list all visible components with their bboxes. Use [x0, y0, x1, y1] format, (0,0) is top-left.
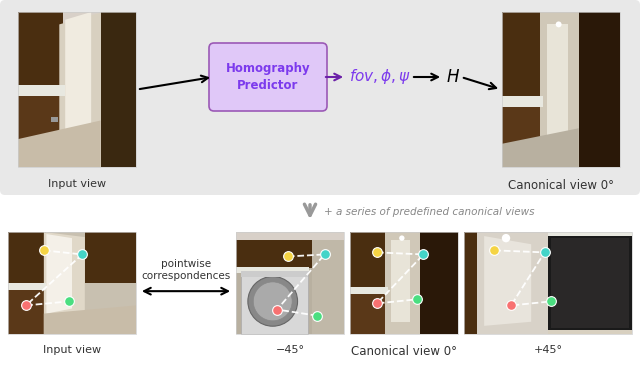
Bar [18, 12, 136, 167]
Polygon shape [60, 12, 103, 167]
Bar [464, 232, 632, 334]
Text: +45°: +45° [534, 345, 563, 355]
Text: −45°: −45° [275, 345, 305, 355]
Polygon shape [547, 24, 568, 148]
Polygon shape [44, 305, 136, 334]
Bar [350, 294, 388, 334]
Bar [464, 232, 632, 334]
Bar [236, 267, 310, 273]
Text: Input view: Input view [48, 179, 106, 189]
Bar [312, 232, 344, 334]
Bar [18, 12, 136, 31]
Polygon shape [18, 120, 100, 167]
FancyBboxPatch shape [209, 43, 327, 111]
Circle shape [248, 276, 298, 326]
Bar [350, 232, 458, 244]
Bar [502, 12, 543, 97]
Bar [236, 232, 344, 334]
Polygon shape [502, 128, 579, 167]
Bar [51, 117, 58, 122]
Bar [464, 232, 632, 242]
Bar [236, 232, 344, 334]
Bar [8, 232, 46, 334]
Bar [18, 85, 65, 96]
Circle shape [556, 21, 561, 27]
Bar [236, 232, 344, 240]
Text: $fov, \phi, \psi$: $fov, \phi, \psi$ [349, 67, 411, 86]
Bar [8, 283, 46, 290]
Polygon shape [391, 240, 410, 322]
Text: + a series of predefined canonical views: + a series of predefined canonical views [324, 207, 534, 217]
Bar [502, 12, 620, 167]
Bar [350, 232, 388, 288]
Bar [477, 232, 548, 334]
Bar [84, 232, 136, 283]
Polygon shape [46, 234, 72, 314]
Bar [18, 12, 136, 167]
Bar [502, 12, 620, 35]
Bar [8, 232, 136, 334]
Circle shape [502, 234, 510, 242]
Polygon shape [65, 12, 91, 159]
Bar [579, 12, 620, 167]
Bar [241, 271, 308, 334]
Bar [420, 232, 458, 334]
Text: $H$: $H$ [446, 68, 460, 86]
Polygon shape [484, 236, 531, 326]
Text: Homography
Predictor: Homography Predictor [226, 62, 310, 92]
Bar [236, 232, 344, 268]
Bar [502, 12, 620, 167]
Bar [350, 287, 388, 294]
Bar [548, 236, 632, 330]
Bar [100, 12, 136, 167]
Circle shape [399, 236, 404, 241]
Bar [18, 96, 65, 167]
Bar [18, 12, 63, 86]
Bar [350, 232, 458, 334]
Bar [464, 232, 477, 334]
Bar [502, 107, 543, 167]
Polygon shape [385, 232, 420, 334]
Bar [241, 271, 308, 277]
Text: pointwise
correspondences: pointwise correspondences [141, 259, 230, 281]
Bar [8, 290, 46, 334]
Text: Input view: Input view [43, 345, 101, 355]
Bar [350, 232, 458, 334]
Bar [502, 96, 543, 107]
Polygon shape [44, 232, 84, 334]
Text: Canonical view 0°: Canonical view 0° [508, 179, 614, 192]
Text: Canonical view 0°: Canonical view 0° [351, 345, 457, 358]
Bar [8, 232, 136, 334]
Circle shape [253, 282, 292, 321]
FancyBboxPatch shape [0, 0, 640, 195]
Bar [552, 238, 628, 328]
Polygon shape [540, 12, 579, 167]
